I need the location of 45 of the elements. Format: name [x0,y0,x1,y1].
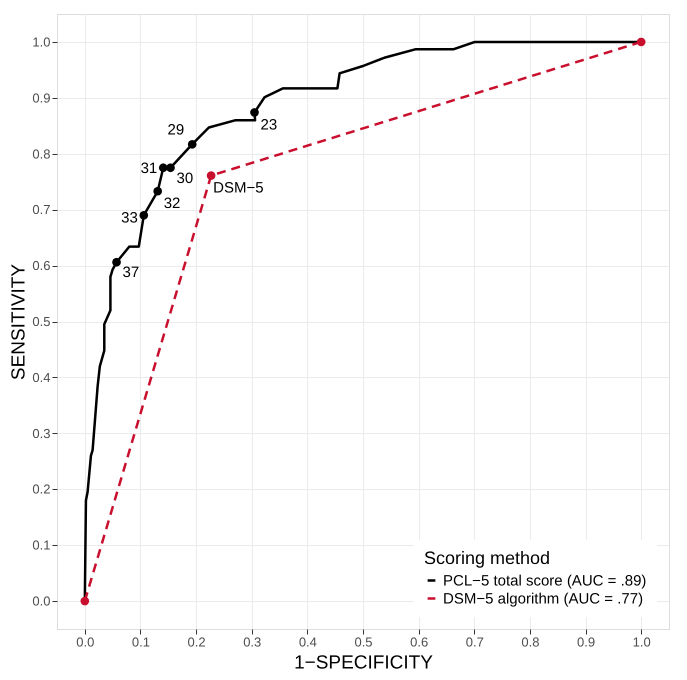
x-tick-label: 0.2 [188,634,206,650]
legend-title: Scoring method [424,548,550,568]
y-tick-label: 0.0 [32,594,50,609]
y-tick-label: 0.1 [32,538,50,553]
point [636,38,646,46]
point [139,210,148,220]
y-tick-label: 0.2 [32,482,50,497]
y-tick-label: 0.9 [32,90,50,106]
y-tick-label: 0.3 [32,426,50,441]
annotation: 31 [140,160,158,177]
point [112,258,121,267]
annotation: DSM−5 [213,180,264,197]
y-tick-label: 0.4 [32,370,50,385]
x-tick-label: 0.5 [354,634,373,650]
point [206,171,216,180]
legend-label: PCL−5 total score (AUC = .89) [443,572,646,590]
x-tick-label: 0.6 [410,634,428,650]
x-tick-label: 0.7 [466,634,484,650]
point [80,596,90,606]
point [188,140,197,149]
y-axis-title: SENSITIVITY [8,264,30,380]
x-axis-title: 1−SPECIFICITY [294,652,434,674]
point [153,186,162,196]
x-tick-label: 0.0 [76,634,94,650]
annotation: 30 [176,170,194,187]
x-tick-label: 0.3 [243,634,262,650]
x-tick-label: 0.8 [521,634,540,650]
x-tick-label: 0.1 [132,634,150,650]
y-tick-label: 0.6 [32,258,50,274]
point [250,108,259,117]
x-tick-label: 0.9 [577,634,596,650]
point [166,163,175,172]
y-tick-label: 0.5 [32,314,50,329]
annotation: 23 [260,116,278,134]
y-tick-label: 1.0 [32,34,50,50]
annotation: 33 [121,209,138,226]
annotation: 32 [164,195,180,212]
legend-label: DSM−5 algorithm (AUC = .77) [443,590,644,608]
y-tick-label: 0.8 [32,146,50,162]
x-tick-label: 0.4 [298,634,317,650]
point [158,163,168,172]
annotation: 29 [168,121,184,138]
annotation: 37 [122,264,140,282]
x-tick-label: 1.0 [632,634,651,650]
y-tick-label: 0.7 [32,202,50,218]
